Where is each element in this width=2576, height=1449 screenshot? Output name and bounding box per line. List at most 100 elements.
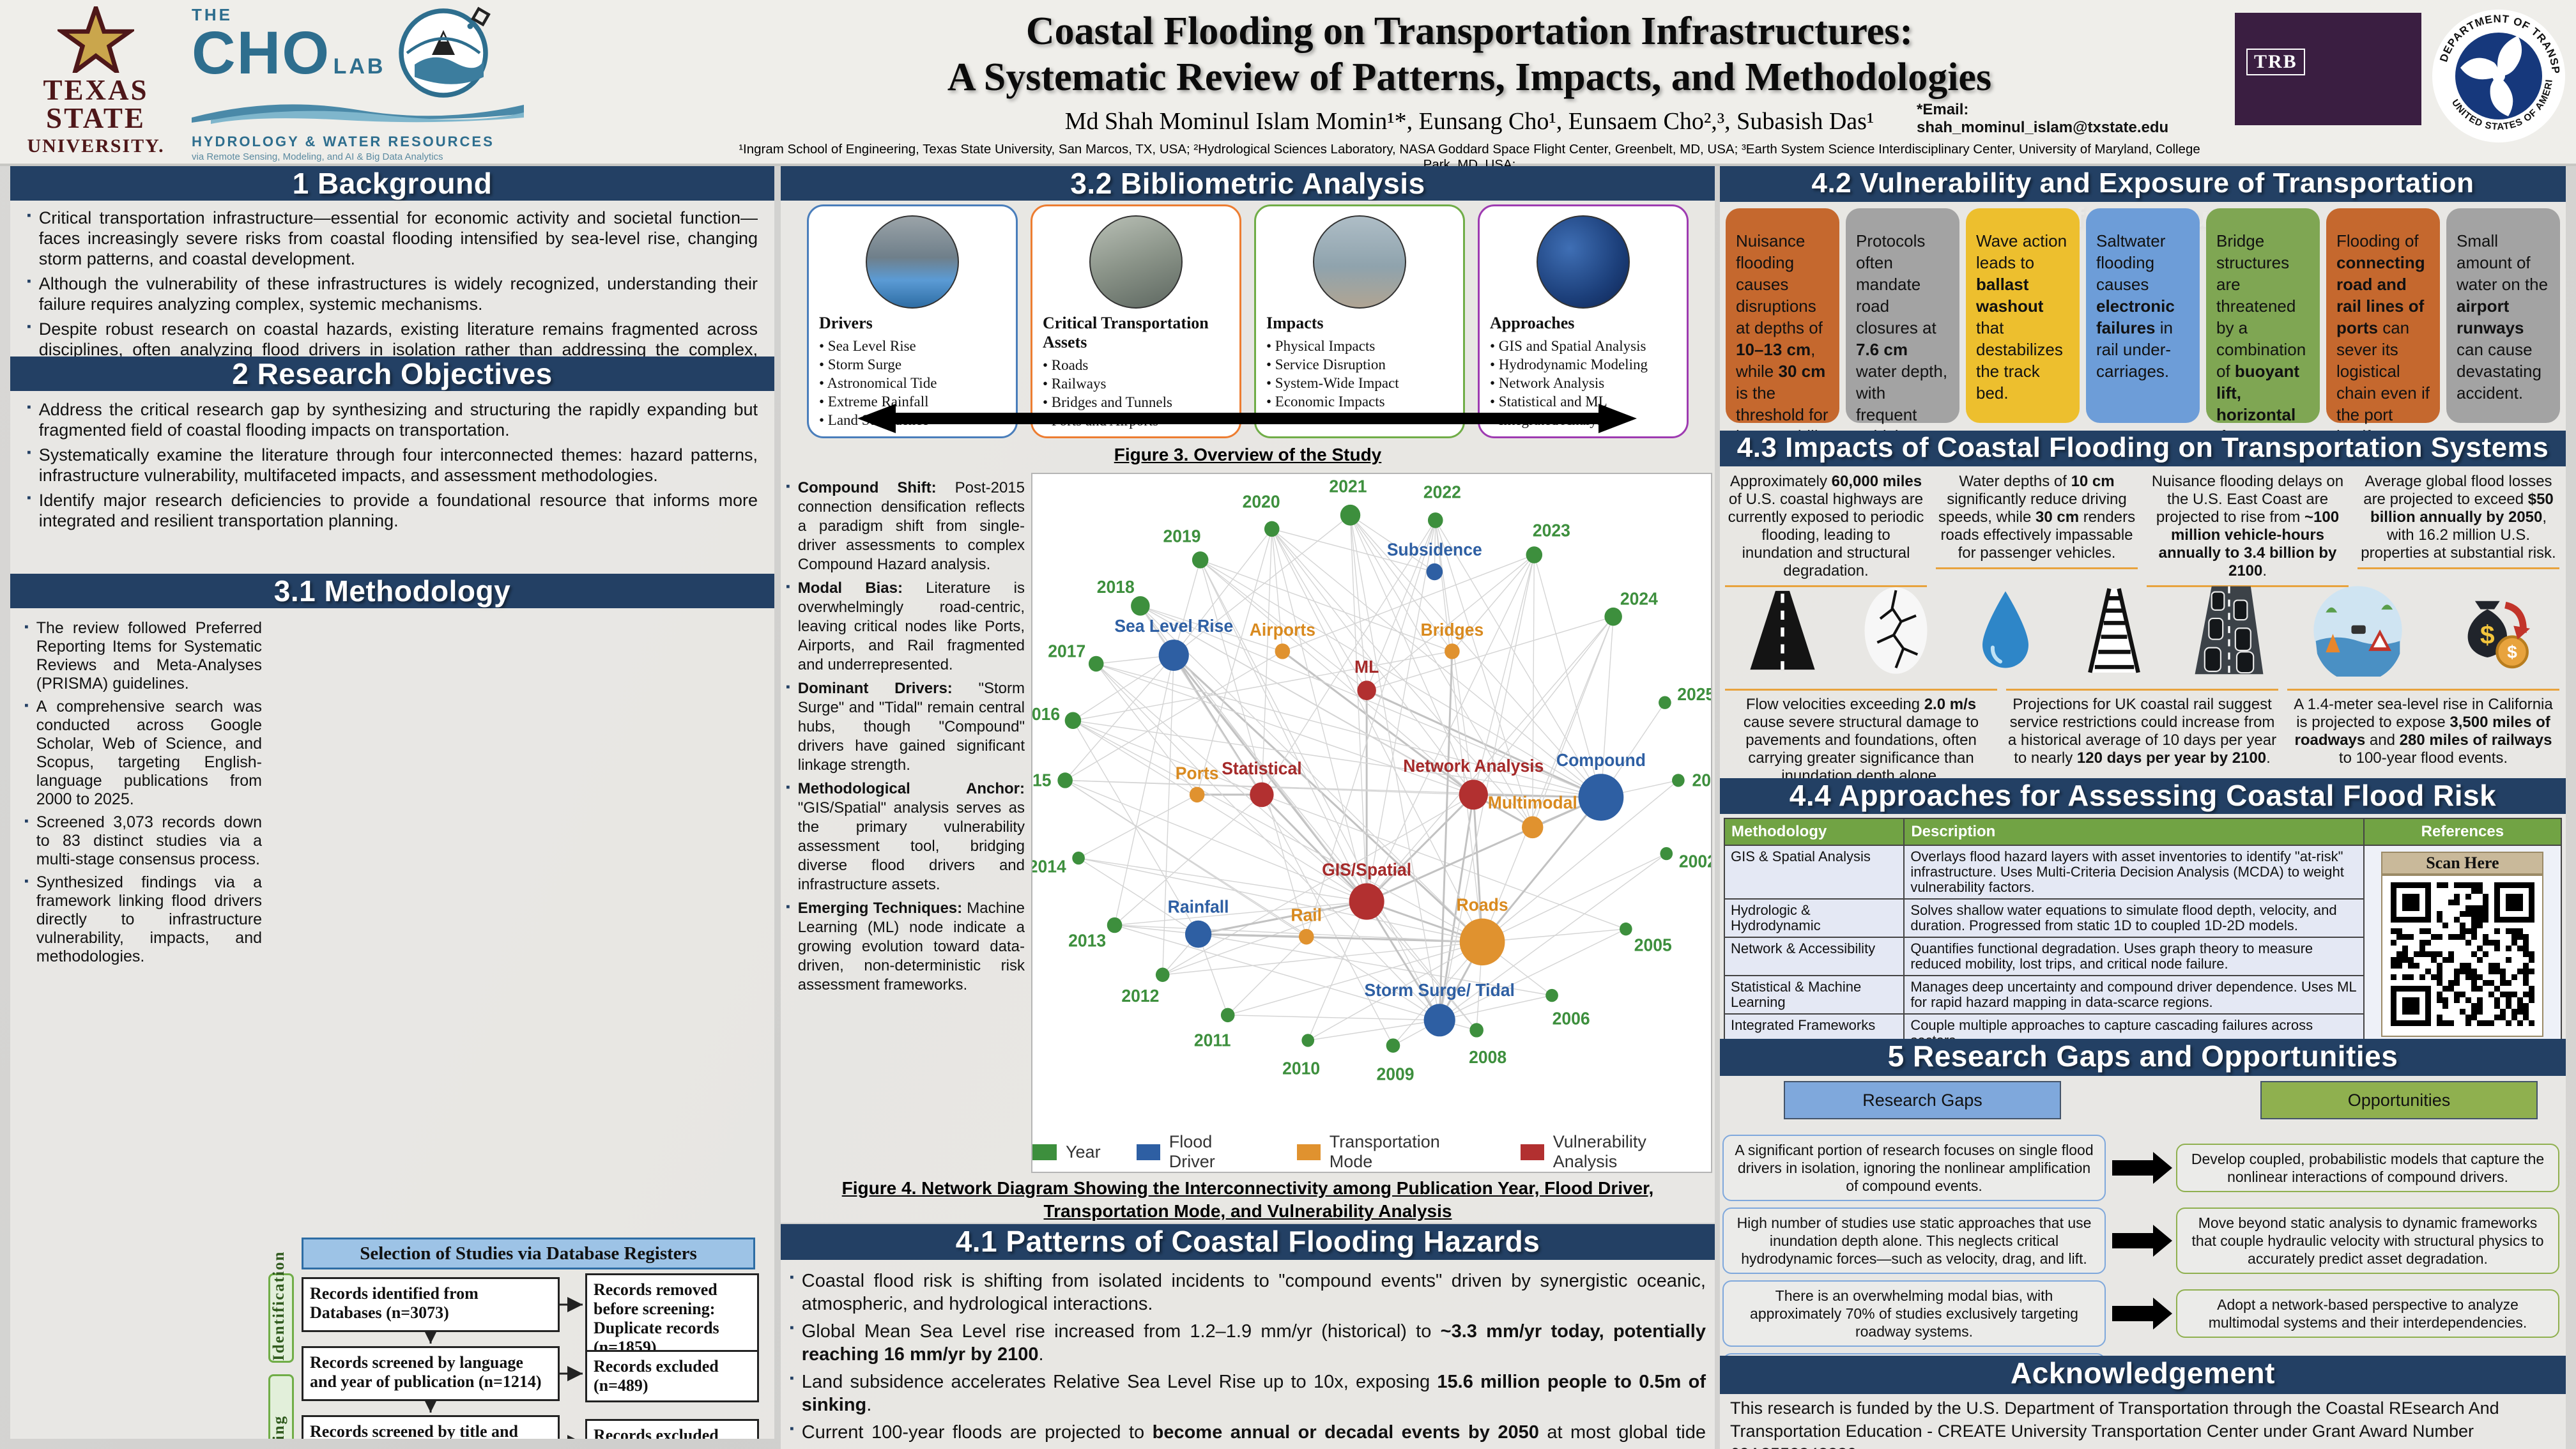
opportunities-header: Opportunities [2260, 1081, 2538, 1119]
bullet-marker: ▪ [27, 209, 31, 222]
network-edge [1482, 616, 1614, 942]
approaches-methodology-cell: GIS & Spatial Analysis [1723, 845, 1905, 900]
network-node-label: 2025 [1677, 684, 1711, 704]
network-node-label: Multimodal [1488, 793, 1577, 813]
bullet-item: ▪ Land subsidence accelerates Relative Se… [790, 1370, 1706, 1416]
network-edge [1162, 794, 1474, 976]
bullet-marker: ▪ [790, 1321, 794, 1335]
network-edge [1073, 650, 1452, 721]
network-edge [1366, 793, 1475, 903]
network-edge [1198, 933, 1483, 943]
patterns41-content: ▪ Coastal flood risk is shifting from iso… [781, 1260, 1715, 1449]
network-edge [1600, 617, 1614, 797]
legend-item: Vulnerability Analysis [1520, 1132, 1711, 1172]
bullet-item: ▪ Although the vulnerability of these inf… [27, 273, 758, 314]
svg-text:$: $ [2480, 620, 2495, 649]
network-edge [1227, 941, 1483, 1016]
network-node-label: Rail [1291, 905, 1322, 925]
svg-text:$: $ [2507, 642, 2517, 662]
network-edge [1438, 651, 1453, 1020]
impacts43-top-row: Approximately 60,000 miles of U.S. coast… [1725, 473, 2561, 587]
network-node-2013 [1107, 917, 1123, 933]
legend-label: Year [1066, 1142, 1101, 1162]
figure3-card-item: • Physical Impacts [1266, 338, 1376, 354]
network-node-label: 2022 [1423, 482, 1461, 502]
usdot-logo: DEPARTMENT OF TRANSPORTATION UNITED STAT… [2427, 0, 2566, 143]
impact-stat: A 1.4-meter sea-level rise in California… [2287, 684, 2559, 778]
network-edge [1349, 515, 1440, 1020]
patterns41-bullets: ▪ Coastal flood risk is shifting from iso… [790, 1265, 1706, 1449]
network-edge [1162, 941, 1483, 976]
network-edge [1349, 515, 1367, 902]
network-edge [1064, 650, 1283, 781]
network-edge [1482, 779, 1679, 942]
network-node-label: Sea Level Rise [1114, 616, 1233, 636]
network-edge [1140, 605, 1283, 652]
network-node-Bridges [1445, 643, 1460, 659]
network-node-Compound [1578, 774, 1624, 821]
poster-title-line2: A Systematic Review of Patterns, Impacts… [947, 56, 1992, 99]
approaches-header-cell: Description [1903, 818, 2365, 846]
bullet-item: ▪ A comprehensive search was conducted ac… [24, 698, 262, 809]
bullet-text: Land subsidence accelerates Relative Sea… [801, 1372, 1706, 1415]
network-edge [1366, 554, 1535, 691]
network-edge [1366, 901, 1477, 1031]
bullet-text: Critical transportation infrastructure—e… [38, 208, 758, 268]
vulnerability-box-1: Nuisance flooding causes disruptions at … [1726, 208, 1839, 431]
background-bullets: ▪ Critical transportation infrastructure—… [27, 208, 758, 356]
legend-swatch [1520, 1144, 1544, 1160]
network-node-label: 2006 [1552, 1009, 1590, 1029]
network-edge [1350, 514, 1435, 572]
approaches-description-cell: Overlays flood hazard layers with asset … [1903, 845, 2365, 900]
network-node-2024 [1604, 607, 1622, 626]
bullet-marker: ▪ [786, 580, 790, 594]
figure3-card-image [1537, 215, 1630, 309]
gap-opportunity-row: There is an overwhelming modal bias, wit… [1722, 1280, 2563, 1347]
network-edge [1261, 519, 1436, 795]
network-node-2016 [1064, 712, 1082, 730]
network-node-label: 2015 [1032, 770, 1052, 790]
opportunity-box: Adopt a network-based perspective to ana… [2176, 1289, 2559, 1338]
legend-item: Transportation Mode [1296, 1132, 1485, 1172]
approaches-description-cell: Manages deep uncertainty and compound dr… [1903, 975, 2365, 1015]
acknowledgement-content: This research is funded by the U.S. Depa… [1720, 1394, 2566, 1449]
approaches-description-cell: Quantifies functional degradation. Uses … [1903, 937, 2365, 976]
bullet-text: Synthesized findings via a framework lin… [36, 873, 262, 965]
research-gap-box: A significant portion of research focuse… [1722, 1135, 2106, 1201]
texas-state-logo: TEXAS STATE UNIVERSITY. [26, 1, 166, 160]
network-node-label: 2023 [1533, 521, 1570, 540]
network-edge [1173, 560, 1201, 656]
network-node-Multimodal [1522, 816, 1544, 839]
network-edge [1173, 654, 1483, 943]
impacts43-icons-row: $ $ [1725, 584, 2561, 683]
network-node-label: Subsidence [1387, 540, 1482, 560]
network-node-2019 [1192, 551, 1209, 569]
qr-code [2381, 875, 2544, 1037]
network-edge [1196, 528, 1273, 795]
bullet-item: ▪ Current 100-year floods are projected t… [790, 1421, 1706, 1449]
network-edge [1261, 528, 1273, 795]
impact-stat: Approximately 60,000 miles of U.S. coast… [1725, 473, 1927, 587]
bullet-item: ▪ The review followed Preferred Reporting… [24, 619, 262, 693]
bullet-text: Despite robust research on coastal hazar… [38, 319, 758, 356]
network-edge [1261, 794, 1627, 930]
network-edge [1162, 901, 1367, 976]
traffic-jam-icon [2191, 584, 2267, 680]
network-node-2000 [1672, 774, 1685, 787]
network-node-2022 [1427, 512, 1443, 528]
legend-item: Year [1032, 1132, 1101, 1172]
network-node-2023 [1526, 546, 1543, 564]
network-edge [1261, 793, 1368, 903]
network-edge [1271, 528, 1284, 652]
network-edge [1114, 924, 1199, 935]
figure3-cards: Drivers • Sea Level Rise • Storm Surge • As… [783, 204, 1712, 438]
bullet-item: ▪ Emerging Techniques: Machine Learning (… [786, 899, 1025, 995]
research-gap-box: High number of studies use static approa… [1722, 1208, 2106, 1274]
network-node-GIS/Spatial [1349, 883, 1384, 920]
legend-label: Vulnerability Analysis [1552, 1132, 1646, 1171]
network-edge [1198, 933, 1552, 996]
network-edge [1162, 655, 1174, 975]
network-node-2008 [1469, 1023, 1483, 1038]
section-title-impacts43: 4.3 Impacts of Coastal Flooding on Trans… [1720, 431, 2566, 466]
network-edge [1078, 857, 1483, 943]
